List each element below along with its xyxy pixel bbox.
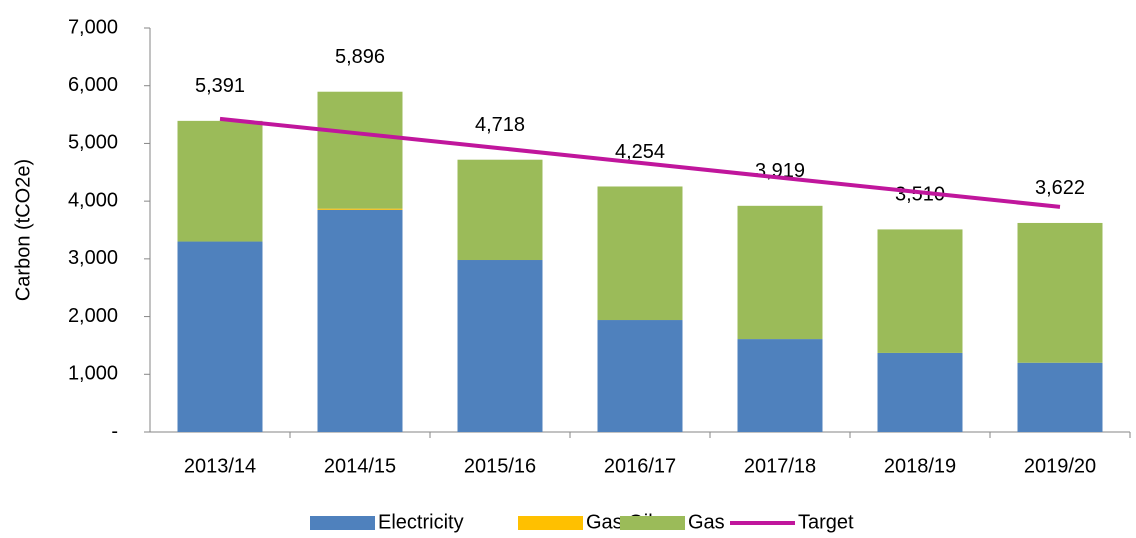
bar-segment: [737, 205, 823, 340]
bar-segment: [1017, 362, 1103, 432]
y-tick-label: 4,000: [68, 189, 118, 211]
bar-segment: [317, 208, 403, 210]
bar-segment: [737, 339, 823, 432]
x-tick-label: 2019/20: [1024, 455, 1096, 477]
bar-segment: [877, 229, 963, 353]
target-line: [219, 116, 1061, 209]
bar-segment: [177, 120, 263, 242]
value-label: 5,896: [335, 46, 385, 68]
legend-label: Gas: [688, 511, 725, 533]
x-tick-label: 2018/19: [884, 455, 956, 477]
value-label: 5,391: [195, 75, 245, 97]
bar-segment: [597, 186, 683, 321]
legend-label: Target: [798, 511, 854, 533]
bar-segment: [1017, 222, 1103, 363]
bar-segment: [457, 260, 543, 432]
x-tick-label: 2016/17: [604, 455, 676, 477]
value-label: 4,254: [615, 141, 665, 163]
bar-segment: [457, 159, 543, 261]
y-tick-label: 2,000: [68, 305, 118, 327]
y-axis-label: Carbon (tCO2e): [12, 159, 34, 301]
value-label: 4,718: [475, 114, 525, 136]
y-tick-label: 1,000: [68, 363, 118, 385]
x-tick-label: 2017/18: [744, 455, 816, 477]
x-tick-label: 2014/15: [324, 455, 396, 477]
legend-swatch: [310, 516, 375, 530]
y-tick-label: 5,000: [68, 132, 118, 154]
legend-label: Electricity: [378, 511, 464, 533]
y-tick-label: 7,000: [68, 16, 118, 38]
bar-segment: [317, 209, 403, 432]
y-tick-label: 6,000: [68, 74, 118, 96]
value-label: 3,622: [1035, 177, 1085, 199]
bar-segment: [877, 352, 963, 432]
legend-swatch: [518, 516, 583, 530]
bar-segment: [597, 320, 683, 432]
y-tick-label: 3,000: [68, 247, 118, 269]
x-tick-label: 2013/14: [184, 455, 256, 477]
x-tick-label: 2015/16: [464, 455, 536, 477]
bar-segment: [317, 91, 403, 209]
legend-swatch: [620, 516, 685, 530]
y-tick-label: -: [111, 420, 118, 442]
bar-segment: [177, 241, 263, 432]
